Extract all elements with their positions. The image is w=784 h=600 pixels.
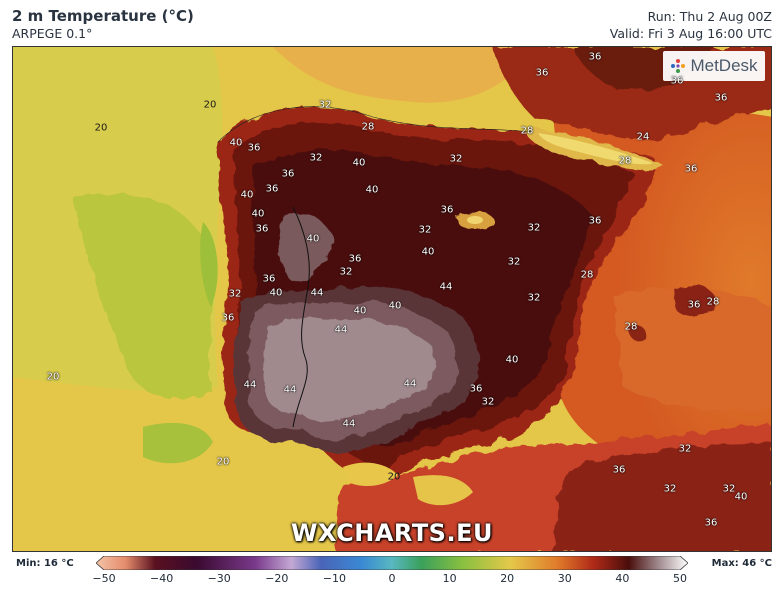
model-name: ARPEGE 0.1° <box>12 26 93 41</box>
contour-label: 40 <box>365 184 379 196</box>
legend-max: Max: 46 °C <box>711 558 772 569</box>
contour-label: 40 <box>251 208 265 220</box>
contour-label: 36 <box>704 517 718 529</box>
contour-label: 32 <box>309 152 323 164</box>
contour-label: 36 <box>535 67 549 79</box>
contour-label: 36 <box>687 299 701 311</box>
temperature-map: MetDesk 20 20 20 20 20 24 28 28 28 28 28… <box>12 46 772 552</box>
contour-label: 32 <box>527 292 541 304</box>
contour-label: 32 <box>318 99 332 111</box>
legend-tick-label: 50 <box>673 572 687 585</box>
contour-label: 20 <box>46 371 60 383</box>
legend-tick-label: 10 <box>442 572 457 585</box>
contour-label: 36 <box>440 204 454 216</box>
contour-label: 36 <box>670 75 684 87</box>
contour-label: 40 <box>421 246 435 258</box>
legend-tick-label: −40 <box>149 572 174 585</box>
contour-label: 32 <box>722 483 736 495</box>
chart-header: 2 m Temperature (°C) ARPEGE 0.1° <box>12 6 194 42</box>
contour-label: 44 <box>439 281 453 293</box>
color-scale-legend: Min: 16 °C <box>0 554 784 600</box>
valid-time: Valid: Fri 3 Aug 16:00 UTC <box>609 26 772 41</box>
contour-label: 36 <box>281 168 295 180</box>
contour-label: 40 <box>352 157 366 169</box>
contour-label: 36 <box>247 142 261 154</box>
contour-label: 36 <box>612 464 626 476</box>
legend-color-bar <box>96 556 688 570</box>
contour-label: 44 <box>310 287 324 299</box>
contour-label: 44 <box>334 324 348 336</box>
contour-label: 40 <box>734 491 748 503</box>
contour-label: 40 <box>240 189 254 201</box>
contour-label: 36 <box>221 312 235 324</box>
contour-label: 40 <box>269 287 283 299</box>
map-field <box>13 47 771 551</box>
contour-label: 44 <box>403 378 417 390</box>
contour-label: 20 <box>216 456 230 468</box>
contour-label: 32 <box>663 483 677 495</box>
run-time: Run: Thu 2 Aug 00Z <box>647 9 772 24</box>
contour-label: 40 <box>229 137 243 149</box>
legend-tick-label: −30 <box>207 572 231 585</box>
contour-label: 44 <box>342 418 356 430</box>
contour-label: 28 <box>580 269 594 281</box>
legend-tick-label: −20 <box>265 572 289 585</box>
contour-label: 28 <box>520 125 534 137</box>
contour-label: 40 <box>306 233 320 245</box>
contour-label: 32 <box>339 266 353 278</box>
contour-label: 32 <box>449 153 463 165</box>
metdesk-logo: MetDesk <box>663 51 765 81</box>
contour-label: 20 <box>387 471 401 483</box>
wxcharts-watermark: WXCHARTS.EU <box>291 519 493 547</box>
contour-label: 32 <box>678 443 692 455</box>
contour-label: 36 <box>255 223 269 235</box>
contour-label: 20 <box>203 99 217 111</box>
legend-tick-label: 0 <box>388 572 396 585</box>
legend-tick-label: 20 <box>500 572 515 585</box>
contour-label: 36 <box>469 383 483 395</box>
metdesk-logo-text: MetDesk <box>690 56 758 75</box>
contour-label: 36 <box>588 51 602 63</box>
legend-tick-label: 40 <box>615 572 630 585</box>
contour-label: 32 <box>228 288 242 300</box>
contour-label: 28 <box>361 121 375 133</box>
contour-label: 40 <box>388 300 402 312</box>
contour-label: 36 <box>714 92 728 104</box>
contour-label: 36 <box>684 163 698 175</box>
legend-min: Min: 16 °C <box>16 558 74 569</box>
contour-label: 32 <box>507 256 521 268</box>
legend-tick-label: −10 <box>322 572 346 585</box>
contour-label: 32 <box>418 224 432 236</box>
contour-label: 44 <box>283 384 297 396</box>
contour-label: 32 <box>527 222 541 234</box>
contour-label: 36 <box>265 183 279 195</box>
contour-label: 28 <box>706 296 720 308</box>
contour-label: 44 <box>243 379 257 391</box>
contour-label: 20 <box>94 122 108 134</box>
chart-title: 2 m Temperature (°C) <box>12 7 194 25</box>
contour-label: 28 <box>618 155 632 167</box>
contour-label: 36 <box>348 253 362 265</box>
legend-tick-label: −50 <box>92 572 116 585</box>
contour-label: 24 <box>636 131 650 143</box>
contour-label: 40 <box>353 305 367 317</box>
legend-tick-label: 30 <box>557 572 572 585</box>
run-info: Run: Thu 2 Aug 00Z Valid: Fri 3 Aug 16:0… <box>610 8 772 42</box>
metdesk-logo-icon <box>671 59 686 73</box>
contour-label: 36 <box>588 215 602 227</box>
contour-label: 32 <box>481 396 495 408</box>
contour-label: 40 <box>505 354 519 366</box>
contour-label: 36 <box>262 273 276 285</box>
contour-label: 28 <box>624 321 638 333</box>
